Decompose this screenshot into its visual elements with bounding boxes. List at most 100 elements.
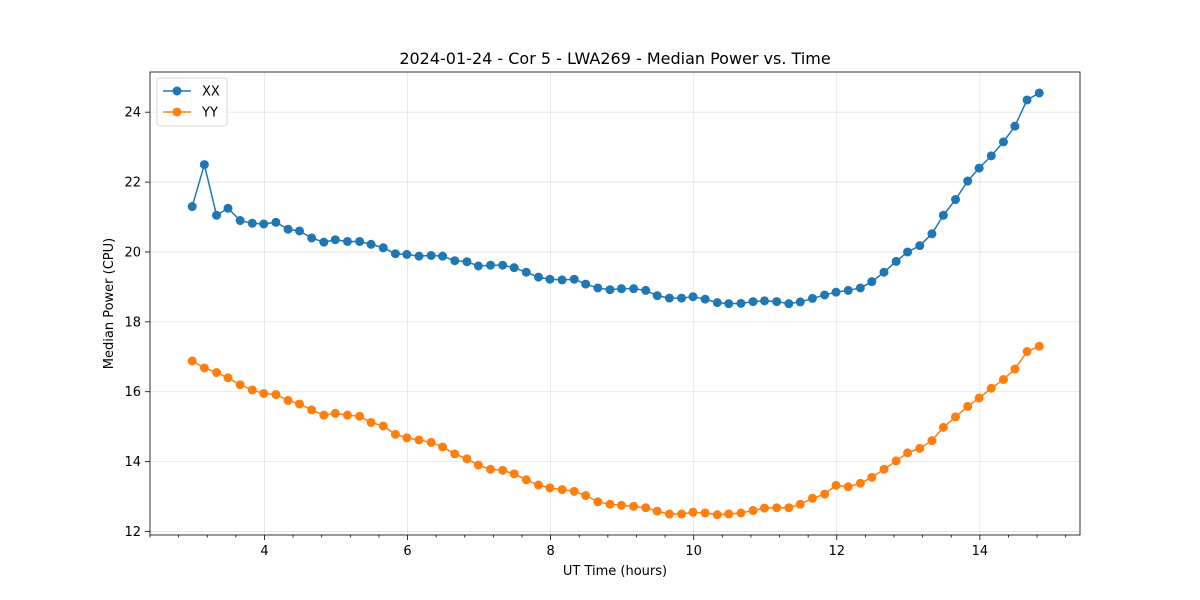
- data-point-xx: [903, 247, 913, 257]
- data-point-xx: [688, 292, 698, 302]
- data-point-xx: [867, 277, 877, 287]
- y-tick-label: 20: [124, 245, 141, 260]
- data-point-xx: [1022, 95, 1032, 105]
- data-point-yy: [903, 448, 913, 458]
- data-point-yy: [855, 478, 865, 488]
- data-point-xx: [1010, 121, 1020, 131]
- data-point-yy: [712, 510, 722, 520]
- data-point-yy: [760, 503, 770, 513]
- data-point-xx: [664, 293, 674, 303]
- data-point-yy: [521, 475, 531, 485]
- data-point-xx: [700, 294, 710, 304]
- data-point-xx: [295, 226, 305, 236]
- y-tick-label: 16: [124, 385, 141, 400]
- data-point-xx: [712, 298, 722, 308]
- data-point-xx: [795, 297, 805, 307]
- data-point-xx: [652, 291, 662, 301]
- data-point-xx: [212, 210, 222, 220]
- data-point-yy: [533, 480, 543, 490]
- data-point-yy: [366, 417, 376, 427]
- data-point-xx: [414, 251, 424, 261]
- data-point-yy: [795, 499, 805, 509]
- data-point-xx: [342, 236, 352, 246]
- data-point-xx: [330, 235, 340, 245]
- data-point-yy: [1034, 341, 1044, 351]
- data-point-xx: [998, 137, 1008, 147]
- data-point-yy: [509, 469, 519, 479]
- data-point-xx: [927, 229, 937, 239]
- data-point-yy: [891, 456, 901, 466]
- x-tick-label: 12: [828, 544, 845, 559]
- data-point-yy: [748, 506, 758, 516]
- legend-label-yy: YY: [201, 106, 218, 121]
- data-point-yy: [557, 485, 567, 495]
- data-point-yy: [998, 375, 1008, 384]
- data-point-xx: [283, 224, 293, 234]
- data-point-yy: [271, 390, 281, 400]
- data-point-xx: [223, 203, 233, 213]
- y-tick-label: 14: [124, 455, 141, 470]
- legend-marker-xx: [172, 86, 182, 96]
- data-point-yy: [664, 509, 674, 519]
- data-point-xx: [569, 274, 579, 284]
- data-point-yy: [545, 483, 555, 493]
- data-point-xx: [593, 283, 603, 293]
- data-point-yy: [342, 410, 352, 420]
- data-point-yy: [974, 393, 984, 403]
- data-point-xx: [426, 250, 436, 260]
- data-point-yy: [724, 509, 734, 519]
- data-point-yy: [247, 385, 257, 395]
- data-point-yy: [199, 363, 209, 373]
- data-point-yy: [378, 421, 388, 431]
- data-point-yy: [677, 509, 687, 519]
- data-point-yy: [652, 506, 662, 516]
- data-point-yy: [593, 497, 603, 507]
- data-point-xx: [319, 237, 329, 247]
- data-point-yy: [473, 460, 483, 470]
- data-point-yy: [820, 489, 830, 499]
- data-point-xx: [641, 285, 651, 295]
- data-point-xx: [533, 272, 543, 282]
- data-point-yy: [581, 491, 591, 501]
- data-point-yy: [867, 472, 877, 482]
- data-point-xx: [986, 151, 996, 161]
- x-tick-label: 10: [685, 544, 702, 559]
- data-point-yy: [259, 388, 269, 398]
- series-layer: [187, 88, 1044, 520]
- data-point-xx: [259, 219, 269, 229]
- data-point-xx: [402, 249, 412, 259]
- data-point-yy: [295, 399, 305, 409]
- data-point-xx: [473, 261, 483, 271]
- grid-lines: [150, 72, 1080, 535]
- data-point-yy: [283, 395, 293, 405]
- data-point-xx: [831, 287, 841, 297]
- data-point-xx: [390, 249, 400, 259]
- data-point-yy: [641, 503, 651, 513]
- y-tick-label: 24: [124, 106, 141, 121]
- legend-label-xx: XX: [202, 85, 220, 100]
- data-point-yy: [569, 486, 579, 496]
- data-point-xx: [891, 256, 901, 266]
- data-point-xx: [843, 285, 853, 295]
- plot-area-frame: [149, 71, 1081, 536]
- data-point-yy: [212, 368, 222, 378]
- data-point-xx: [545, 274, 555, 284]
- data-point-yy: [843, 482, 853, 492]
- data-point-xx: [355, 236, 365, 246]
- data-point-xx: [807, 293, 817, 303]
- data-point-yy: [319, 410, 329, 420]
- chart-title: 2024-01-24 - Cor 5 - LWA269 - Median Pow…: [399, 49, 830, 68]
- data-point-xx: [616, 284, 626, 294]
- data-point-xx: [915, 241, 925, 251]
- data-point-xx: [438, 251, 448, 261]
- y-tick-label: 22: [124, 176, 141, 191]
- data-point-yy: [784, 503, 794, 513]
- data-point-yy: [390, 429, 400, 439]
- axis-ticks: 4 6 8 10 12 14 12 14 16 18 20 22 24: [124, 106, 1067, 559]
- data-point-xx: [760, 296, 770, 306]
- data-point-xx: [307, 233, 317, 243]
- data-point-yy: [1010, 364, 1020, 374]
- data-point-xx: [974, 163, 984, 173]
- data-point-xx: [271, 217, 281, 227]
